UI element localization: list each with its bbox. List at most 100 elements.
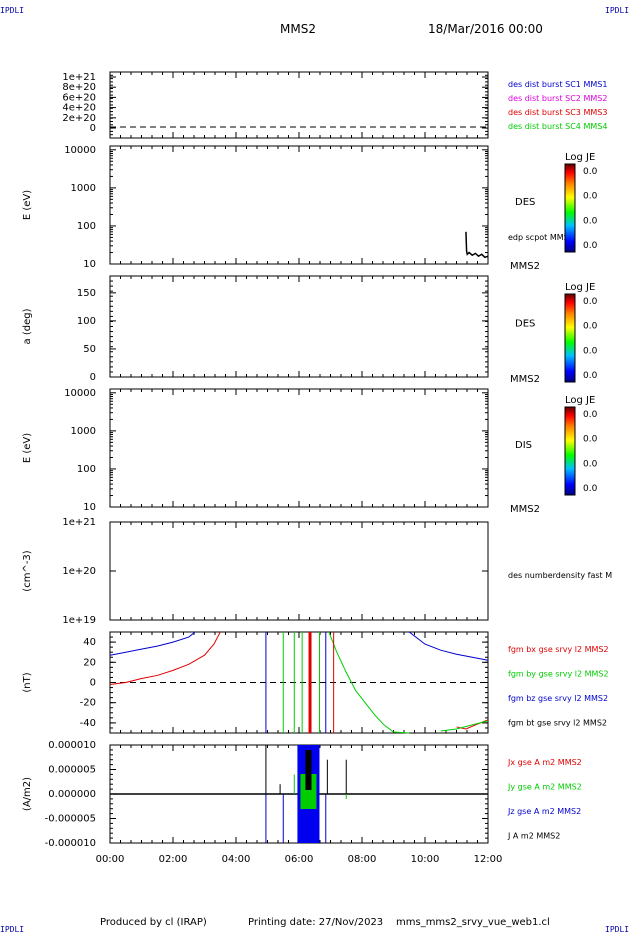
panel-2-colorbar-tick: 0.0 [583, 241, 598, 251]
panel-2-colorbar-tick: 0.0 [583, 167, 598, 177]
panel-2-spacecraft-label: MMS2 [510, 261, 540, 272]
panel-4-ytick-label: 1000 [71, 426, 96, 437]
panel-1-ytick-label: 0 [90, 123, 96, 134]
panel-7-ytick-label: 0.000005 [48, 765, 96, 776]
panel-7-legend-item: Jx gse A m2 MMS2 [507, 758, 582, 767]
panel-2-colorbar-tick: 0.0 [583, 192, 598, 202]
corner-mark-bottom-left: IPDLI [0, 925, 25, 934]
panel-4-colorbar-title: Log JE [565, 395, 595, 406]
panel-7-legend-item: Jz gse A m2 MMS2 [507, 807, 581, 816]
panel-2-ylabel: E (eV) [22, 190, 33, 220]
panel-1-frame [109, 71, 489, 139]
time-axis-label: 04:00 [222, 854, 251, 865]
panel-6-ytick-label: 20 [83, 657, 96, 668]
panel-3-colorbar [564, 293, 576, 383]
panel-2-ytick-label: 10 [83, 259, 96, 270]
panel-7-ylabel: (A/m2) [22, 777, 33, 811]
footer-credit: Produced by cl (IRAP) [100, 917, 207, 928]
panel-1-legend-item: des dist burst SC1 MMS1 [508, 80, 607, 89]
fgm-series-line [109, 631, 221, 686]
panel-1-legend-item: des dist burst SC2 MMS2 [508, 94, 607, 103]
panel-2-secondary-label: edp scpot MMS2 [508, 233, 574, 242]
panel-4-ytick-label: 100 [77, 464, 96, 475]
panel-5-ytick-label: 1e+20 [62, 566, 96, 577]
panel-5-ytick-label: 1e+21 [62, 517, 96, 528]
panel-3-ytick-label: 100 [77, 316, 96, 327]
panel-1-legend-item: des dist burst SC4 MMS4 [508, 122, 607, 131]
panel-4-colorbar-tick: 0.0 [583, 410, 598, 420]
panel-4-colorbar-tick: 0.0 [583, 459, 598, 469]
panel-2-instrument-label: DES [515, 197, 535, 208]
current-burst-band-green [300, 774, 317, 809]
panel-6-ytick-label: -40 [80, 718, 96, 729]
panel-3-instrument-label: DES [515, 319, 535, 330]
time-axis-label: 06:00 [285, 854, 314, 865]
panel-3-spacecraft-label: MMS2 [510, 374, 540, 385]
footer-printing-date: Printing date: 27/Nov/2023 [248, 917, 384, 928]
panel-1-ytick-label: 8e+20 [62, 82, 96, 93]
spacecraft-title: MMS2 [280, 22, 316, 36]
panel-3-ytick-label: 150 [77, 288, 96, 299]
panel-6-ytick-label: -20 [80, 698, 96, 709]
panel-7-ytick-label: -0.000005 [45, 814, 96, 825]
panel-3-colorbar-tick: 0.0 [583, 346, 598, 356]
panel-2-ytick-label: 1000 [71, 183, 96, 194]
panel-3-ytick-label: 0 [90, 372, 96, 383]
fgm-series-line [109, 631, 196, 656]
panel-2-colorbar-tick: 0.0 [583, 216, 598, 226]
panel-2-colorbar [564, 163, 576, 253]
panel-7-ytick-label: 0.000010 [48, 740, 96, 751]
panel-7-ytick-label: -0.000010 [45, 838, 96, 849]
panel-6-ytick-label: 0 [90, 678, 96, 689]
footer-filename: mms_mms2_srvy_vue_web1.cl [396, 917, 550, 928]
panel-1-ytick-label: 6e+20 [62, 92, 96, 103]
panel-3-colorbar-tick: 0.0 [583, 371, 598, 381]
panel-6-legend-item: fgm by gse srvy l2 MMS2 [508, 670, 609, 679]
panel-4-colorbar-tick: 0.0 [583, 484, 598, 494]
fgm-series-line [328, 631, 410, 734]
panel-1-ytick-label: 2e+20 [62, 113, 96, 124]
panel-5-ylabel: (cm^-3) [22, 550, 33, 591]
panel-5-frame [109, 521, 489, 621]
panel-7-legend-item: J A m2 MMS2 [507, 832, 560, 841]
date-title: 18/Mar/2016 00:00 [428, 22, 543, 36]
panel-3-colorbar-title: Log JE [565, 282, 595, 293]
panel-4-frame [109, 388, 489, 508]
panel-4-colorbar [564, 406, 576, 496]
panel-6-ylabel: (nT) [22, 672, 33, 692]
panel-3-colorbar-tick: 0.0 [583, 297, 598, 307]
panel-4-colorbar-tick: 0.0 [583, 435, 598, 445]
panel-7-ytick-label: 0.000000 [48, 789, 96, 800]
panel-4-ylabel: E (eV) [22, 433, 33, 463]
panel-4-ytick-label: 10000 [64, 388, 96, 399]
corner-mark-top-left: IPDLI [0, 6, 25, 15]
fgm-series-line [440, 720, 489, 732]
panel-1-ytick-label: 1e+21 [62, 72, 96, 83]
time-axis-label: 08:00 [348, 854, 377, 865]
panel-3-ylabel: a (deg) [22, 308, 33, 344]
panel-7-legend-item: Jy gse A m2 MMS2 [507, 783, 582, 792]
scpot-trace [465, 231, 489, 259]
corner-mark-top-right: IPDLI [605, 6, 630, 15]
panel-6-ytick-label: 40 [83, 637, 96, 648]
panel-4-ytick-label: 10 [83, 502, 96, 513]
panel-4-instrument-label: DIS [515, 440, 532, 451]
panel-3-frame [109, 275, 489, 378]
panel-1-legend-item: des dist burst SC3 MMS3 [508, 108, 607, 117]
panel-2-colorbar-title: Log JE [565, 152, 595, 163]
time-axis-label: 10:00 [411, 854, 440, 865]
time-axis-label: 00:00 [96, 854, 125, 865]
current-burst-band-black [305, 750, 312, 790]
panel-3-ytick-label: 50 [83, 344, 96, 355]
panel-2-frame [109, 145, 489, 265]
panel-3-colorbar-tick: 0.0 [583, 322, 598, 332]
panel-4-spacecraft-label: MMS2 [510, 504, 540, 515]
time-axis-label: 12:00 [474, 854, 503, 865]
time-axis-label: 02:00 [159, 854, 188, 865]
panel-5-legend-item: des numberdensity fast M [508, 571, 612, 580]
panel-6-legend-item: fgm bt gse srvy l2 MMS2 [508, 719, 607, 728]
panel-6-legend-item: fgm bx gse srvy l2 MMS2 [508, 645, 609, 654]
panel-6-legend-item: fgm bz gse srvy l2 MMS2 [508, 694, 608, 703]
